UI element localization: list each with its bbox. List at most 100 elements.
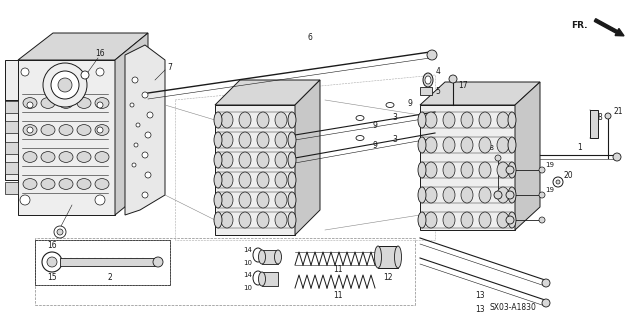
Ellipse shape <box>239 132 251 148</box>
Circle shape <box>506 216 514 224</box>
Circle shape <box>132 77 138 83</box>
Ellipse shape <box>221 192 233 208</box>
Polygon shape <box>420 82 540 105</box>
Ellipse shape <box>288 152 296 168</box>
Polygon shape <box>18 60 115 215</box>
Ellipse shape <box>418 162 426 178</box>
Ellipse shape <box>508 162 516 178</box>
Bar <box>5 162 18 174</box>
Circle shape <box>57 229 63 235</box>
Ellipse shape <box>221 112 233 128</box>
Ellipse shape <box>214 152 222 168</box>
Ellipse shape <box>508 112 516 128</box>
Bar <box>420 87 432 95</box>
Circle shape <box>27 127 33 133</box>
Ellipse shape <box>239 212 251 228</box>
Bar <box>262 272 278 286</box>
Ellipse shape <box>41 179 55 189</box>
Text: 18: 18 <box>486 145 495 151</box>
Ellipse shape <box>425 76 431 84</box>
Ellipse shape <box>95 179 109 189</box>
Ellipse shape <box>275 172 287 188</box>
Circle shape <box>506 191 514 199</box>
Ellipse shape <box>288 132 296 148</box>
Ellipse shape <box>497 212 509 228</box>
Ellipse shape <box>443 112 455 128</box>
Text: 1: 1 <box>578 143 582 153</box>
Polygon shape <box>515 82 540 230</box>
Ellipse shape <box>275 212 287 228</box>
Text: 10: 10 <box>243 285 253 291</box>
Ellipse shape <box>23 124 37 135</box>
Circle shape <box>97 127 103 133</box>
Ellipse shape <box>257 172 269 188</box>
Ellipse shape <box>418 112 426 128</box>
Ellipse shape <box>275 152 287 168</box>
Ellipse shape <box>239 152 251 168</box>
Ellipse shape <box>461 187 473 203</box>
Ellipse shape <box>356 116 364 121</box>
Circle shape <box>51 71 79 99</box>
Ellipse shape <box>479 112 491 128</box>
Text: 15: 15 <box>47 274 57 283</box>
Circle shape <box>494 191 502 199</box>
Circle shape <box>58 78 72 92</box>
Ellipse shape <box>461 212 473 228</box>
Ellipse shape <box>214 212 222 228</box>
Text: 9: 9 <box>372 121 378 130</box>
Ellipse shape <box>59 98 73 108</box>
Ellipse shape <box>508 212 516 228</box>
Ellipse shape <box>95 124 109 135</box>
Circle shape <box>449 75 457 83</box>
Circle shape <box>613 153 621 161</box>
Text: SX03-A1830: SX03-A1830 <box>490 303 537 312</box>
Ellipse shape <box>221 152 233 168</box>
Polygon shape <box>295 80 320 235</box>
Circle shape <box>95 195 105 205</box>
Text: 13: 13 <box>475 291 485 300</box>
Ellipse shape <box>257 112 269 128</box>
Ellipse shape <box>275 192 287 208</box>
Ellipse shape <box>461 162 473 178</box>
Circle shape <box>542 279 550 287</box>
Ellipse shape <box>497 162 509 178</box>
Ellipse shape <box>425 212 437 228</box>
Circle shape <box>142 152 148 158</box>
Ellipse shape <box>214 112 222 128</box>
Circle shape <box>130 103 134 107</box>
Text: 21: 21 <box>613 108 623 116</box>
Ellipse shape <box>95 152 109 163</box>
Text: 11: 11 <box>333 291 343 300</box>
Ellipse shape <box>214 132 222 148</box>
Text: 11: 11 <box>333 266 343 275</box>
Ellipse shape <box>275 112 287 128</box>
Text: 19: 19 <box>545 162 554 168</box>
Ellipse shape <box>257 132 269 148</box>
Ellipse shape <box>41 124 55 135</box>
Circle shape <box>96 68 104 76</box>
Ellipse shape <box>425 112 437 128</box>
Circle shape <box>539 167 545 173</box>
Circle shape <box>495 155 501 161</box>
Ellipse shape <box>479 187 491 203</box>
Bar <box>590 110 598 138</box>
Ellipse shape <box>257 192 269 208</box>
Ellipse shape <box>461 137 473 153</box>
Ellipse shape <box>59 152 73 163</box>
Ellipse shape <box>239 112 251 128</box>
Ellipse shape <box>275 132 287 148</box>
Circle shape <box>506 166 514 174</box>
Circle shape <box>605 113 611 119</box>
Circle shape <box>427 50 437 60</box>
Ellipse shape <box>497 187 509 203</box>
Circle shape <box>145 172 151 178</box>
Ellipse shape <box>77 124 91 135</box>
Polygon shape <box>215 105 295 235</box>
Text: 5: 5 <box>436 87 440 97</box>
Circle shape <box>47 257 57 267</box>
Circle shape <box>54 226 66 238</box>
Circle shape <box>27 102 33 108</box>
Text: 16: 16 <box>47 241 57 250</box>
Ellipse shape <box>418 187 426 203</box>
Circle shape <box>553 177 563 187</box>
